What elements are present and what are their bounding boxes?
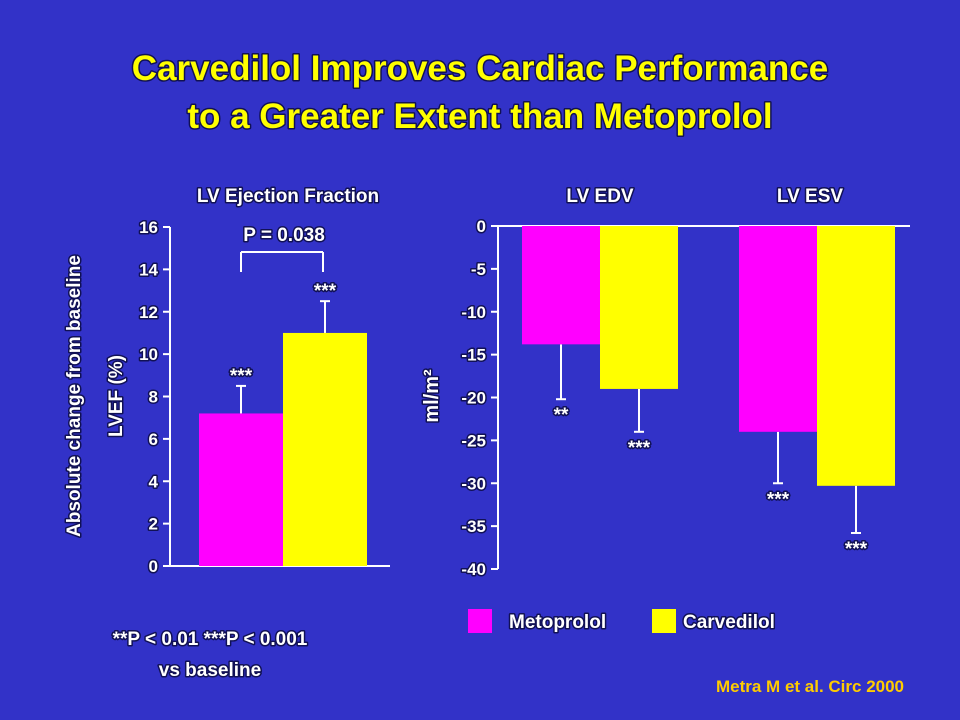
volume-y-tick-label: -30 <box>461 474 486 493</box>
volume-ylabel: ml/m² <box>421 369 443 423</box>
volume-significance-label: *** <box>767 489 790 510</box>
lvef-significance-label: *** <box>230 366 253 387</box>
volume-bar-carvedilol-lv-edv <box>600 226 678 389</box>
lvef-y-tick-label: 16 <box>139 218 158 237</box>
legend-swatch-metoprolol <box>468 609 492 633</box>
legend-swatch-carvedilol <box>652 609 676 633</box>
group-label-lv-esv: LV ESV <box>777 186 843 207</box>
volume-significance-label: *** <box>628 438 651 459</box>
citation: Metra M et al. Circ 2000 <box>716 677 904 696</box>
lvef-ylabel-line1: Absolute change from baseline <box>64 255 85 537</box>
volume-y-tick-label: -35 <box>461 517 486 536</box>
volume-y-tick-label: -5 <box>471 260 486 279</box>
lvef-y-tick-label: 12 <box>139 303 158 322</box>
lvef-y-tick-label: 6 <box>149 430 158 449</box>
slide-title-line1: Carvedilol Improves Cardiac Performance <box>132 49 828 88</box>
lvef-significance-label: *** <box>314 281 337 302</box>
lvef-y-tick-label: 14 <box>139 260 158 279</box>
volume-bar-carvedilol-lv-esv <box>817 226 895 486</box>
lv-volume-chart: LV EDV LV ESV ml/m² 0 -5 -10 -15 -20 -25 -30 -3… <box>420 185 910 581</box>
footnote-line1: **P < 0.01 ***P < 0.001 <box>113 629 308 650</box>
group-label-lv-edv: LV EDV <box>566 186 634 207</box>
slide-title-line2: to a Greater Extent than Metoprolol <box>187 97 772 136</box>
volume-bar-metoprolol-lv-esv <box>739 226 817 432</box>
volume-significance-label: *** <box>845 539 868 560</box>
lvef-chart: LV Ejection Fraction Absolute change fro… <box>63 185 390 578</box>
lvef-y-tick-label: 4 <box>149 472 159 491</box>
lvef-y-tick-label: 0 <box>149 557 158 576</box>
lvef-bar-metoprolol <box>199 413 283 566</box>
volume-y-tick-label: -15 <box>461 346 486 365</box>
footnote-line2: vs baseline <box>159 660 261 681</box>
lvef-y-tick-label: 2 <box>149 515 158 534</box>
legend-label-metoprolol: Metoprolol <box>509 612 606 633</box>
comparison-p-value: P = 0.038 <box>243 225 325 246</box>
volume-significance-label: ** <box>554 405 569 426</box>
lvef-chart-title: LV Ejection Fraction <box>197 186 379 207</box>
volume-bar-metoprolol-lv-edv <box>522 226 600 345</box>
volume-y-tick-label: 0 <box>477 217 486 236</box>
lvef-y-tick-label: 10 <box>139 345 158 364</box>
legend-label-carvedilol: Carvedilol <box>683 612 775 633</box>
volume-y-tick-label: -10 <box>461 303 486 322</box>
volume-y-tick-label: -20 <box>461 389 486 408</box>
legend: Metoprolol Carvedilol <box>468 609 776 635</box>
lvef-bar-carvedilol <box>283 332 367 566</box>
lvef-y-tick-label: 8 <box>149 388 158 407</box>
lvef-ylabel-line2: LVEF (%) <box>106 355 127 437</box>
volume-y-tick-label: -40 <box>461 560 486 579</box>
volume-y-tick-label: -25 <box>461 431 486 450</box>
